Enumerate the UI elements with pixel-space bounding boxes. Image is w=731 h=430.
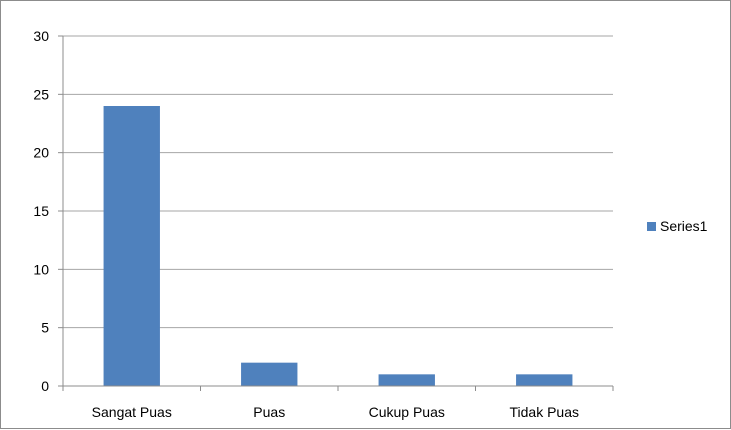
x-tick-label: Puas bbox=[253, 404, 285, 420]
x-tick-label: Sangat Puas bbox=[92, 404, 172, 420]
bar-sangat-puas bbox=[103, 106, 160, 386]
legend-swatch-series1 bbox=[647, 222, 656, 231]
y-tick-label: 30 bbox=[33, 28, 49, 44]
x-axis: Sangat Puas Puas Cukup Puas Tidak Puas bbox=[62, 385, 614, 420]
y-tick-label: 15 bbox=[33, 203, 49, 219]
y-axis: 0 5 10 15 20 25 30 bbox=[33, 28, 64, 394]
bars bbox=[103, 106, 573, 386]
y-tick-label: 5 bbox=[41, 320, 49, 336]
y-tick-label: 0 bbox=[41, 378, 49, 394]
y-tick-label: 20 bbox=[33, 145, 49, 161]
legend: Series1 bbox=[647, 218, 708, 234]
bar-tidak-puas bbox=[516, 374, 573, 386]
x-tick-label: Cukup Puas bbox=[369, 404, 445, 420]
legend-label-series1: Series1 bbox=[660, 218, 708, 234]
x-tick-label: Tidak Puas bbox=[509, 404, 579, 420]
bar-puas bbox=[241, 362, 298, 386]
y-tick-label: 25 bbox=[33, 86, 49, 102]
bar-cukup-puas bbox=[378, 374, 435, 386]
y-tick-label: 10 bbox=[33, 261, 49, 277]
